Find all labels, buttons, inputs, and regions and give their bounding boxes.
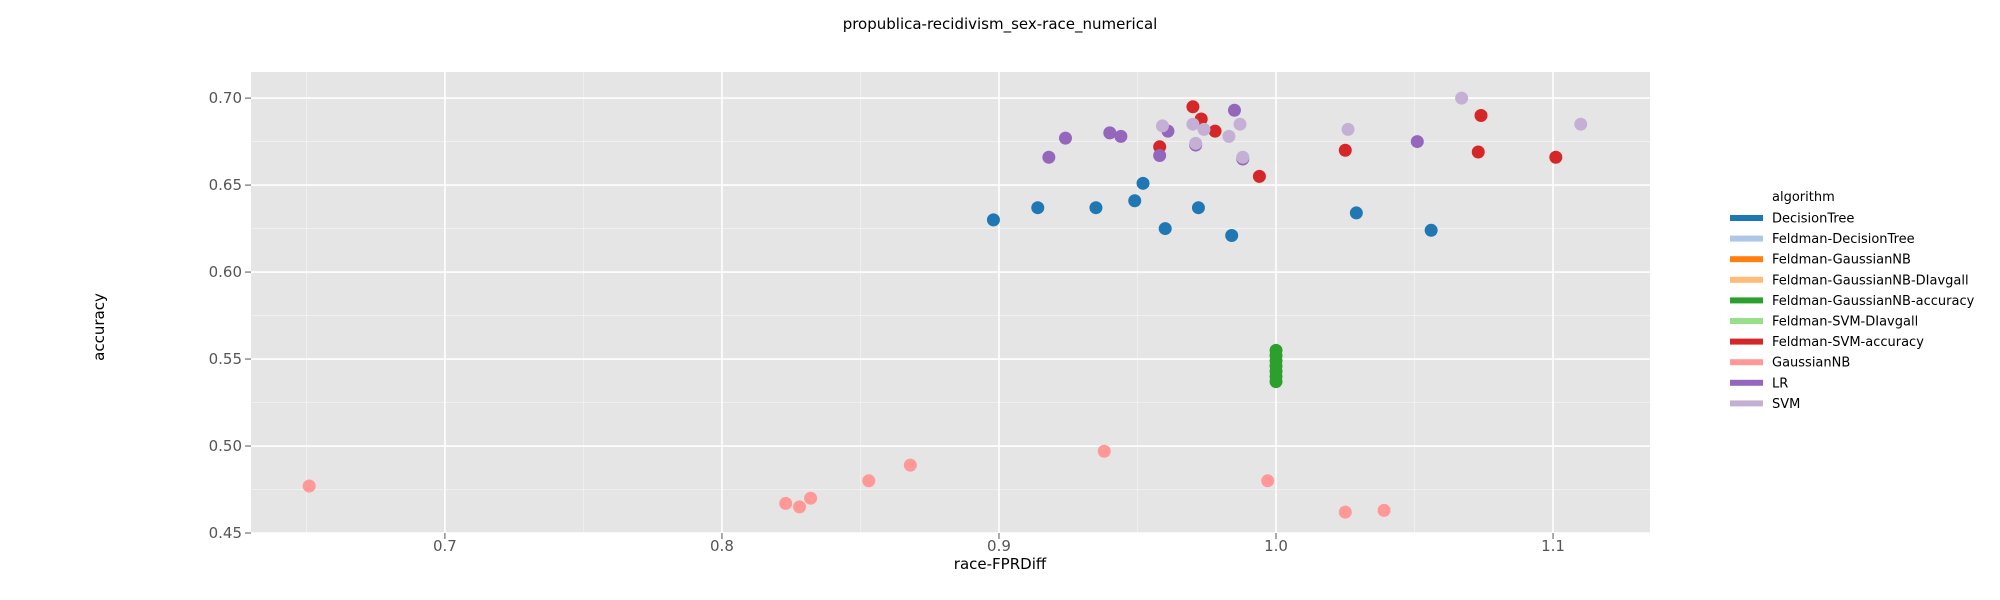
point-svm (1574, 117, 1588, 131)
point-svm (1455, 91, 1469, 105)
legend-swatch-feldman-decisiontree (1730, 235, 1763, 242)
legend-swatch-decisiontree (1730, 215, 1763, 221)
point-decisiontree (986, 213, 1000, 227)
point-gaussiannb (1097, 444, 1111, 458)
point-feldman-svm-accuracy (1338, 143, 1352, 157)
point-gaussiannb (804, 491, 818, 505)
point-lr (1114, 129, 1128, 143)
legend-label-feldman-gaussiannb-diavgall: Feldman-GaussianNB-DIavgall (1772, 273, 1969, 288)
legend-label-lr: LR (1772, 376, 1788, 391)
x-tick-label: 0.7 (433, 537, 457, 555)
point-svm (1233, 117, 1247, 131)
legend-swatch-feldman-gaussiannb-diavgall (1730, 276, 1763, 283)
y-tick-label: 0.65 (209, 176, 242, 194)
point-svm (1236, 150, 1250, 164)
point-lr (1058, 131, 1072, 145)
point-decisiontree (1031, 201, 1045, 215)
point-gaussiannb (1261, 474, 1275, 488)
x-axis-label: race-FPRDiff (954, 555, 1047, 573)
legend: algorithm DecisionTree Feldman-DecisionTr… (1730, 190, 1975, 412)
point-decisiontree (1349, 206, 1363, 220)
legend-label-gaussiannb: GaussianNB (1772, 356, 1850, 371)
legend-swatch-svm (1730, 400, 1763, 407)
point-decisiontree (1158, 222, 1172, 236)
chart-title: propublica-recidivism_sex-race_numerical (843, 15, 1158, 34)
legend-label-feldman-gaussiannb-accuracy: Feldman-GaussianNB-accuracy (1772, 294, 1975, 309)
point-decisiontree (1225, 229, 1239, 243)
point-gaussiannb (903, 458, 917, 472)
plot-area (251, 72, 1650, 533)
point-lr (1153, 149, 1167, 163)
point-feldman-svm-accuracy (1471, 145, 1485, 159)
point-decisiontree (1424, 223, 1438, 237)
legend-label-decisiontree: DecisionTree (1772, 212, 1854, 227)
legend-swatch-feldman-gaussiannb-accuracy (1730, 297, 1763, 304)
point-gaussiannb (862, 474, 876, 488)
data-points (302, 91, 1588, 519)
point-feldman-gaussiannb-accuracy (1269, 343, 1283, 357)
y-axis-label: accuracy (90, 293, 108, 361)
point-gaussiannb (779, 496, 793, 510)
point-decisiontree (1128, 194, 1142, 208)
point-svm (1189, 136, 1203, 150)
axis-ticks: 0.7 0.8 0.9 1.0 1.1 0.45 0.50 0.55 0.60 0.65 0.70 (209, 89, 1565, 555)
point-gaussiannb (302, 479, 316, 493)
point-svm (1341, 122, 1355, 136)
legend-swatch-feldman-gaussiannb (1730, 256, 1763, 263)
y-tick-label: 0.50 (209, 437, 242, 455)
point-feldman-svm-accuracy (1186, 100, 1200, 114)
legend-swatch-lr (1730, 379, 1763, 386)
point-svm (1222, 129, 1236, 143)
legend-label-feldman-svm-diavgall: Feldman-SVM-DIavgall (1772, 315, 1918, 330)
point-svm (1155, 119, 1169, 133)
legend-swatch-feldman-svm-accuracy (1730, 338, 1763, 345)
point-svm (1197, 122, 1211, 136)
point-lr (1410, 135, 1424, 149)
point-gaussiannb (1377, 503, 1391, 517)
y-tick-label: 0.70 (209, 89, 242, 107)
x-tick-label: 0.9 (987, 537, 1011, 555)
legend-label-feldman-decisiontree: Feldman-DecisionTree (1772, 232, 1915, 247)
legend-swatch-feldman-svm-diavgall (1730, 318, 1763, 324)
point-lr (1042, 150, 1056, 164)
legend-label-feldman-gaussiannb: Feldman-GaussianNB (1772, 253, 1911, 268)
legend-label-svm: SVM (1772, 397, 1800, 412)
point-lr (1227, 103, 1241, 117)
legend-swatch-gaussiannb (1730, 359, 1763, 366)
x-tick-label: 0.8 (710, 537, 734, 555)
point-feldman-svm-accuracy (1208, 124, 1222, 138)
point-lr (1103, 126, 1117, 140)
point-decisiontree (1136, 176, 1150, 190)
point-decisiontree (1191, 201, 1205, 215)
point-svm (1186, 117, 1200, 131)
x-tick-label: 1.0 (1264, 537, 1288, 555)
y-tick-label: 0.60 (209, 263, 242, 281)
point-feldman-svm-accuracy (1549, 150, 1563, 164)
y-tick-label: 0.55 (209, 350, 242, 368)
legend-title: algorithm (1772, 190, 1835, 205)
point-feldman-svm-accuracy (1252, 169, 1266, 183)
point-gaussiannb (1338, 505, 1352, 519)
point-gaussiannb (793, 500, 807, 514)
point-feldman-svm-accuracy (1474, 108, 1488, 122)
grid-lines (251, 72, 1650, 534)
y-tick-label: 0.45 (209, 524, 242, 542)
x-tick-label: 1.1 (1541, 537, 1565, 555)
legend-label-feldman-svm-accuracy: Feldman-SVM-accuracy (1772, 335, 1924, 350)
point-decisiontree (1089, 201, 1103, 215)
